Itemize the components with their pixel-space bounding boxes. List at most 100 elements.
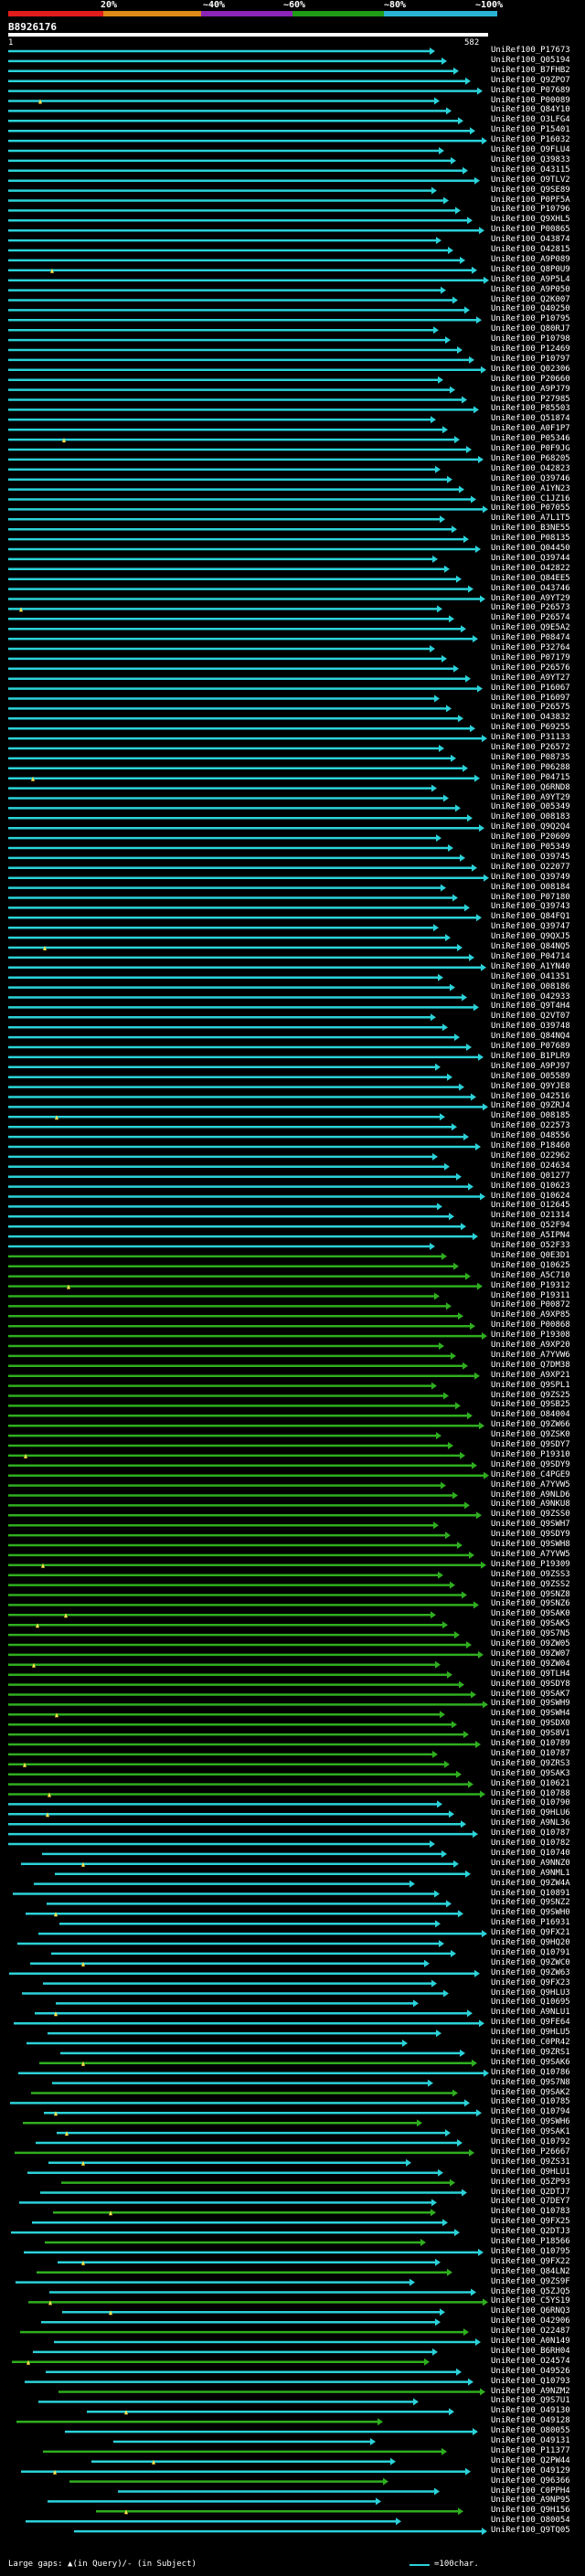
hit-accession-link[interactable]: UniRef100_Q9HLU3 [491,1988,570,1998]
hit-accession-link[interactable]: UniRef100_Q9ZPO7 [491,75,570,85]
hit-accession-link[interactable]: UniRef100_Q0E3D1 [491,1250,570,1260]
hit-accession-link[interactable]: UniRef100_O43874 [491,235,570,245]
hit-accession-link[interactable]: UniRef100_Q9ZS25 [491,1390,570,1400]
hit-accession-link[interactable]: UniRef100_P11377 [491,2445,570,2455]
hit-accession-link[interactable]: UniRef100_C0PPH4 [491,2486,570,2496]
hit-accession-link[interactable]: UniRef100_A9NL36 [491,1818,570,1829]
hit-accession-link[interactable]: UniRef100_Q9SDX0 [491,1719,570,1729]
hit-accession-link[interactable]: UniRef100_O49129 [491,2465,570,2475]
hit-accession-link[interactable]: UniRef100_Q7DEY7 [491,2197,570,2207]
hit-accession-link[interactable]: UniRef100_O49131 [491,2436,570,2445]
hit-accession-link[interactable]: UniRef100_P16931 [491,1918,570,1928]
hit-accession-link[interactable]: UniRef100_Q10789 [491,1739,570,1748]
hit-accession-link[interactable]: UniRef100_Q9S7U1 [491,2396,570,2406]
hit-accession-link[interactable]: UniRef100_O24574 [491,2356,570,2366]
hit-accession-link[interactable]: UniRef100_P08474 [491,633,570,643]
hit-accession-link[interactable]: UniRef100_P05349 [491,843,570,852]
hit-accession-link[interactable]: UniRef100_P07689 [491,1042,570,1051]
hit-accession-link[interactable]: UniRef100_P27985 [491,394,570,404]
hit-accession-link[interactable]: UniRef100_O3LFG4 [491,115,570,125]
hit-accession-link[interactable]: UniRef100_O22077 [491,862,570,872]
hit-accession-link[interactable]: UniRef100_O52F33 [491,1241,570,1250]
hit-accession-link[interactable]: UniRef100_A9YT27 [491,673,570,683]
hit-accession-link[interactable]: UniRef100_Q39833 [491,154,570,164]
hit-accession-link[interactable]: UniRef100_O49130 [491,2406,570,2416]
hit-accession-link[interactable]: UniRef100_Q39744 [491,553,570,563]
hit-accession-link[interactable]: UniRef100_A7L1T5 [491,514,570,524]
hit-accession-link[interactable]: UniRef100_P16067 [491,683,570,693]
hit-accession-link[interactable]: UniRef100_Q10795 [491,2246,570,2256]
hit-accession-link[interactable]: UniRef100_C1JZ16 [491,493,570,504]
hit-accession-link[interactable]: UniRef100_Q9HLU1 [491,2167,570,2177]
hit-accession-link[interactable]: UniRef100_A9XP21 [491,1370,570,1380]
hit-accession-link[interactable]: UniRef100_Q9SAK0 [491,1609,570,1619]
hit-accession-link[interactable]: UniRef100_Q9XHL5 [491,215,570,225]
hit-accession-link[interactable]: UniRef100_B1PLR9 [491,1051,570,1061]
hit-accession-link[interactable]: UniRef100_O9FLU4 [491,145,570,154]
hit-accession-link[interactable]: UniRef100_Q10788 [491,1788,570,1798]
hit-accession-link[interactable]: UniRef100_A9PJ97 [491,1061,570,1071]
hit-accession-link[interactable]: UniRef100_Q5ZJQ5 [491,2286,570,2296]
hit-accession-link[interactable]: UniRef100_Q9FX21 [491,1928,570,1938]
hit-accession-link[interactable]: UniRef100_Q01277 [491,1171,570,1181]
hit-accession-link[interactable]: UniRef100_Q10794 [491,2107,570,2117]
hit-accession-link[interactable]: UniRef100_Q8P0U9 [491,264,570,274]
hit-accession-link[interactable]: UniRef100_Q9SWH6 [491,2117,570,2127]
hit-accession-link[interactable]: UniRef100_Q9ZW04 [491,1659,570,1669]
hit-accession-link[interactable]: UniRef100_P07180 [491,892,570,902]
hit-accession-link[interactable]: UniRef100_P26667 [491,2147,570,2157]
hit-accession-link[interactable]: UniRef100_Q9TQ05 [491,2526,570,2536]
hit-accession-link[interactable]: UniRef100_Q40250 [491,304,570,314]
hit-accession-link[interactable]: UniRef100_Q9QXJ5 [491,932,570,942]
hit-accession-link[interactable]: UniRef100_A9PJ79 [491,384,570,394]
hit-accession-link[interactable]: UniRef100_Q51874 [491,414,570,424]
hit-accession-link[interactable]: UniRef100_Q9TLH4 [491,1669,570,1679]
hit-accession-link[interactable]: UniRef100_Q9ZSS2 [491,1579,570,1589]
hit-accession-link[interactable]: UniRef100_Q10783 [491,2207,570,2217]
hit-accession-link[interactable]: UniRef100_Q9Q2Q4 [491,822,570,832]
hit-accession-link[interactable]: UniRef100_O80055 [491,2426,570,2436]
hit-accession-link[interactable]: UniRef100_P26576 [491,663,570,673]
hit-accession-link[interactable]: UniRef100_O05349 [491,802,570,812]
hit-accession-link[interactable]: UniRef100_Q9ZS31 [491,2157,570,2167]
hit-accession-link[interactable]: UniRef100_P18460 [491,1141,570,1150]
hit-accession-link[interactable]: UniRef100_Q10624 [491,1191,570,1201]
hit-accession-link[interactable]: UniRef100_Q9ZSK0 [491,1430,570,1440]
hit-accession-link[interactable]: UniRef100_O39748 [491,1022,570,1032]
hit-accession-link[interactable]: UniRef100_Q9SWH0 [491,1908,570,1918]
hit-accession-link[interactable]: UniRef100_O24634 [491,1161,570,1171]
hit-accession-link[interactable]: UniRef100_Q04450 [491,544,570,553]
hit-accession-link[interactable]: UniRef100_A7YVW5 [491,1549,570,1559]
hit-accession-link[interactable]: UniRef100_A7YVW6 [491,1350,570,1360]
hit-accession-link[interactable]: UniRef100_Q10786 [491,2067,570,2077]
hit-accession-link[interactable]: UniRef100_Q9H156 [491,2506,570,2516]
hit-accession-link[interactable]: UniRef100_P08135 [491,534,570,544]
hit-accession-link[interactable]: UniRef100_Q6RNQ3 [491,2306,570,2316]
hit-accession-link[interactable]: UniRef100_A9YT29 [491,593,570,603]
hit-accession-link[interactable]: UniRef100_P16032 [491,135,570,145]
hit-accession-link[interactable]: UniRef100_O21314 [491,1211,570,1221]
hit-accession-link[interactable]: UniRef100_P10797 [491,354,570,364]
hit-accession-link[interactable]: UniRef100_Q84FQ1 [491,912,570,922]
hit-accession-link[interactable]: UniRef100_A9YT29 [491,792,570,802]
hit-accession-link[interactable]: UniRef100_P08735 [491,752,570,762]
hit-accession-link[interactable]: UniRef100_B6RH04 [491,2346,570,2356]
hit-accession-link[interactable]: UniRef100_P06288 [491,762,570,772]
hit-accession-link[interactable]: UniRef100_Q9SAK6 [491,2057,570,2067]
hit-accession-link[interactable]: UniRef100_Q9SNZ2 [491,1898,570,1908]
hit-accession-link[interactable]: UniRef100_C4PGE9 [491,1469,570,1479]
hit-accession-link[interactable]: UniRef100_O9ZW07 [491,1648,570,1659]
hit-accession-link[interactable]: UniRef100_P26574 [491,613,570,623]
hit-accession-link[interactable]: UniRef100_P00868 [491,1320,570,1330]
hit-accession-link[interactable]: UniRef100_Q10793 [491,2376,570,2386]
hit-accession-link[interactable]: UniRef100_B3NE55 [491,524,570,534]
hit-accession-link[interactable]: UniRef100_Q10791 [491,1947,570,1957]
hit-accession-link[interactable]: UniRef100_Q9S7N5 [491,1629,570,1639]
hit-accession-link[interactable]: UniRef100_P17673 [491,46,570,55]
hit-accession-link[interactable]: UniRef100_O42933 [491,991,570,1002]
hit-accession-link[interactable]: UniRef100_P26573 [491,603,570,613]
hit-accession-link[interactable]: UniRef100_O42906 [491,2316,570,2327]
hit-accession-link[interactable]: UniRef100_A9NZM2 [491,2386,570,2396]
hit-accession-link[interactable]: UniRef100_Q84NQ5 [491,942,570,951]
hit-accession-link[interactable]: UniRef100_P19311 [491,1290,570,1300]
